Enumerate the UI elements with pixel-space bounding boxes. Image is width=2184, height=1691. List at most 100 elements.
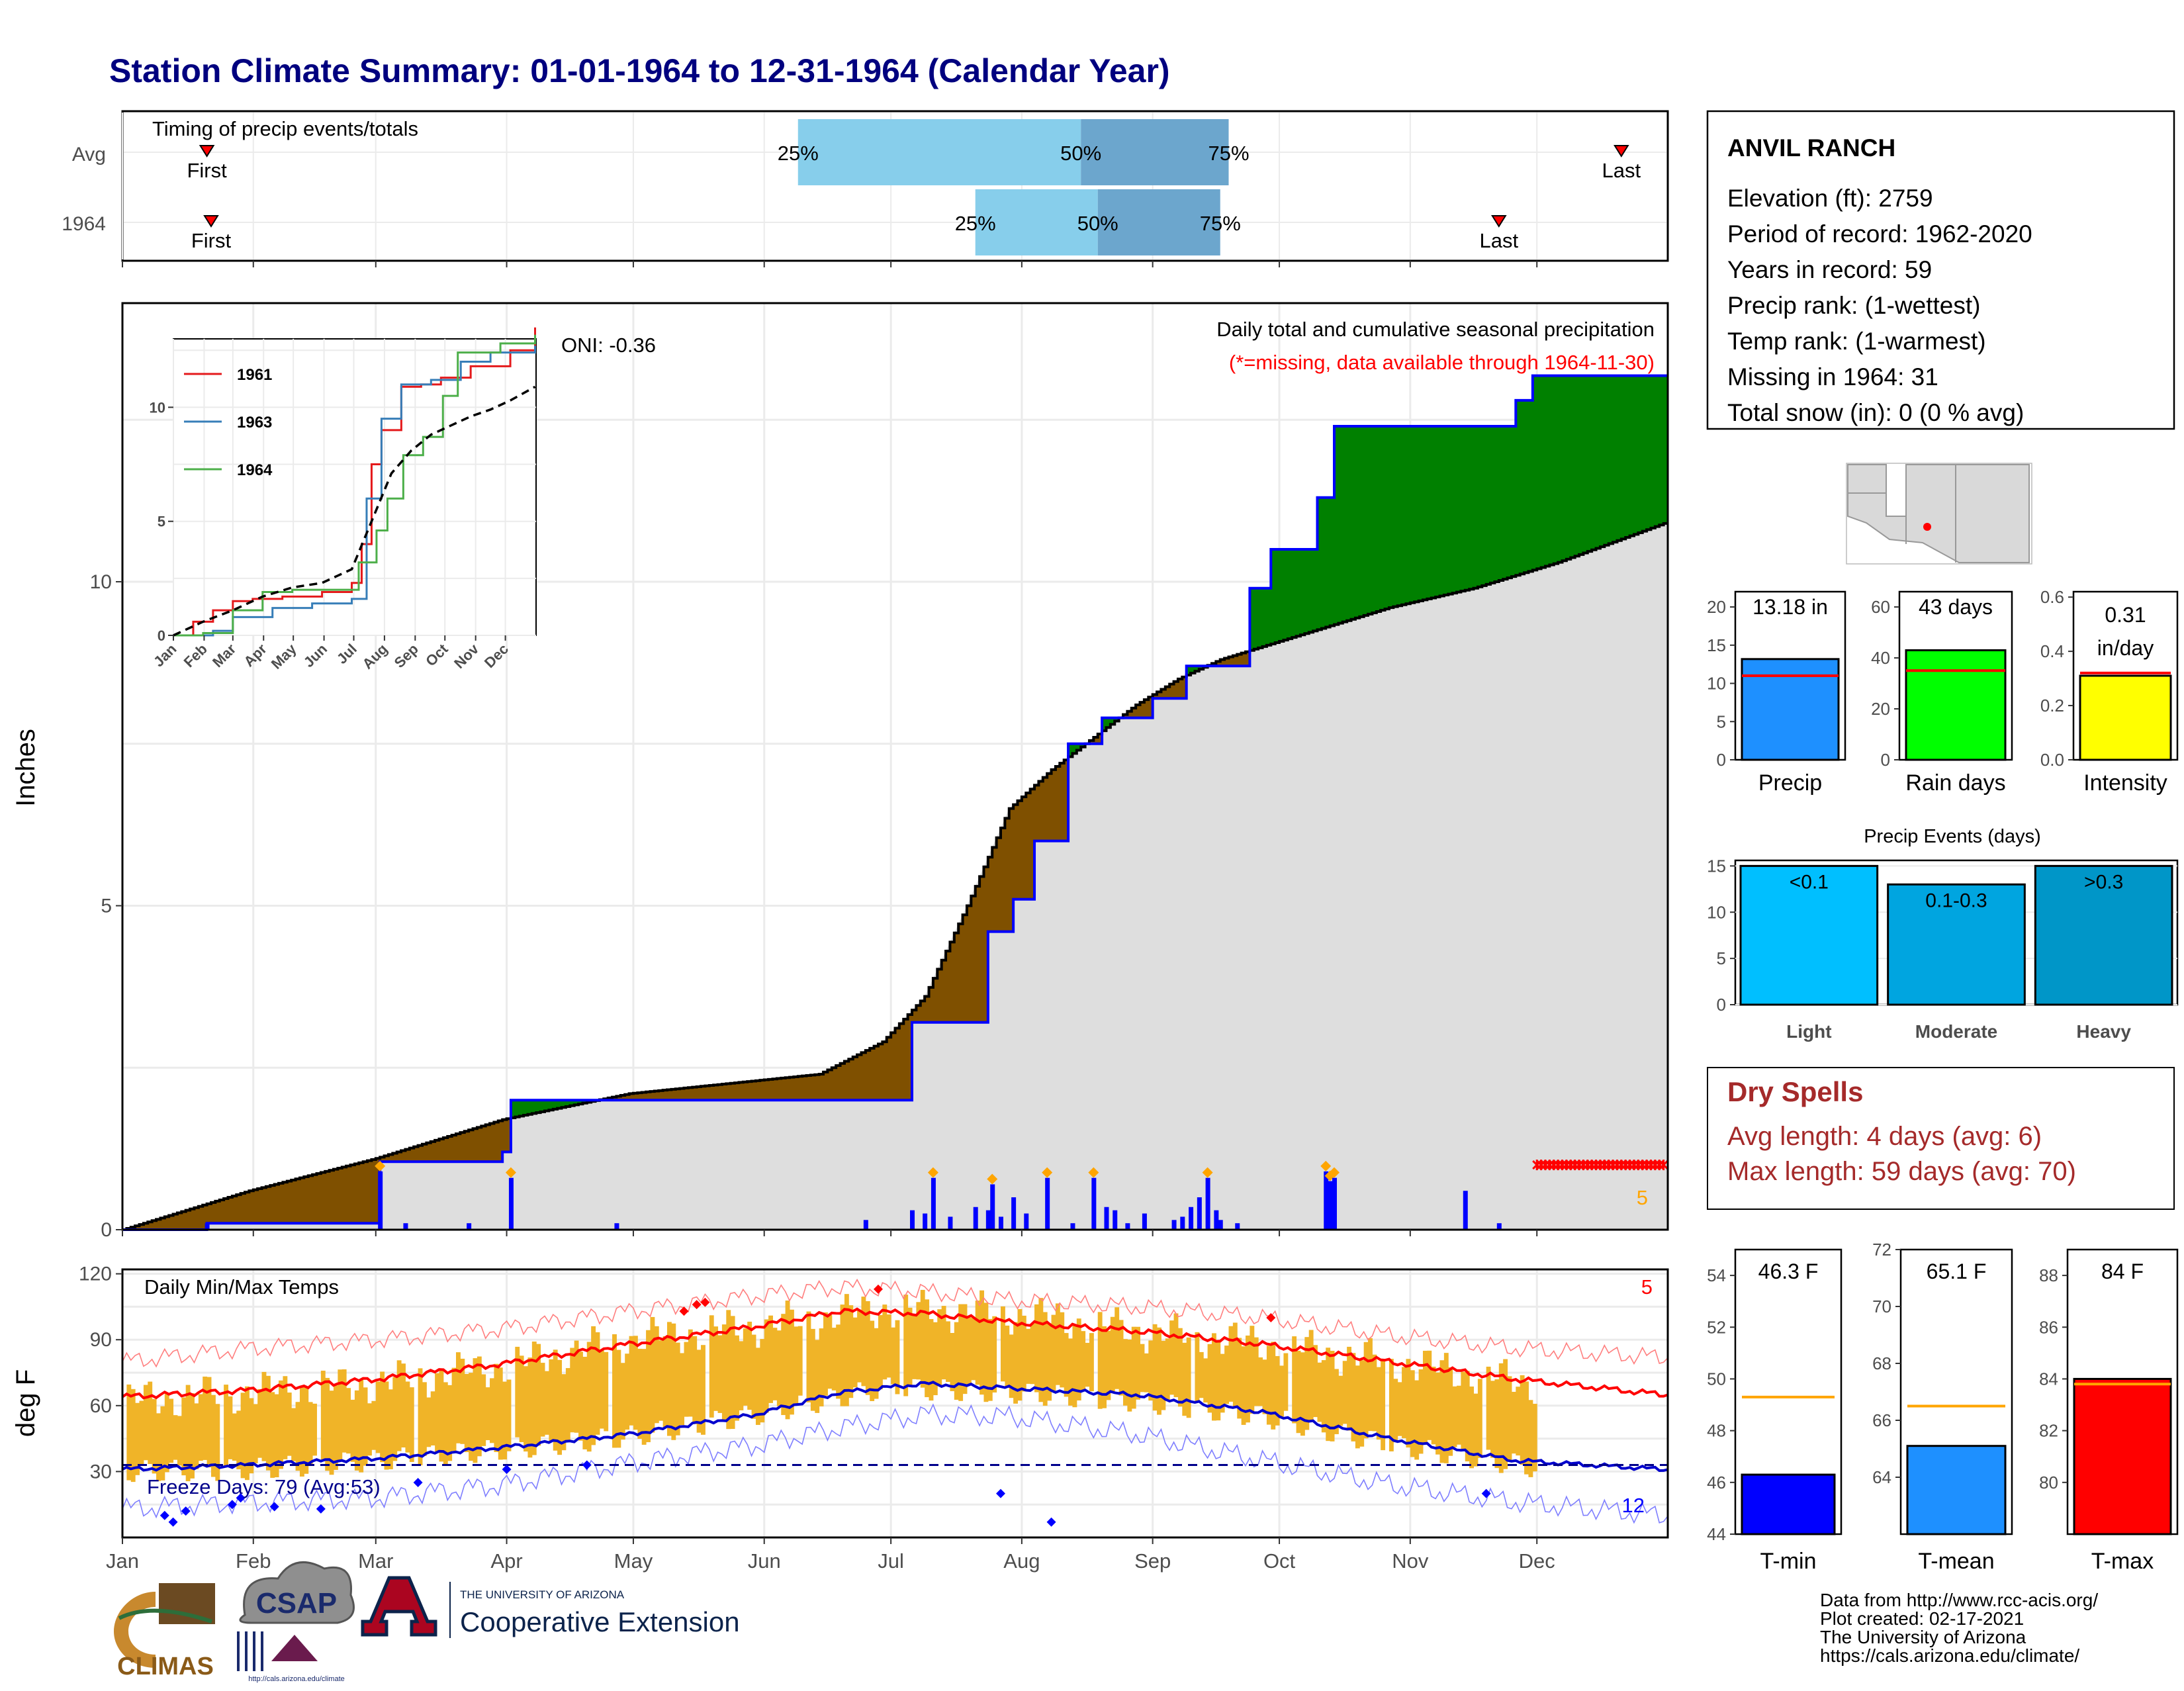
record-min-line [122, 1403, 1668, 1524]
temp-summary-label: T-min [1760, 1549, 1817, 1574]
temp-range-bar [557, 1359, 562, 1455]
temp-y-tick-label: 60 [90, 1395, 112, 1417]
avg-min-line [122, 1381, 1668, 1473]
temp-range-bar [388, 1389, 393, 1469]
timing-bar-25-50 [975, 189, 1098, 255]
temp-range-bar [456, 1352, 461, 1443]
daily-precip-bar [1197, 1197, 1202, 1230]
summary-y-tick-label: 0.2 [2040, 696, 2064, 715]
missing-day-marker [1659, 1160, 1668, 1171]
events-category-label: Light [1786, 1021, 1831, 1042]
temp-range-bar [1494, 1379, 1500, 1469]
temp-range-bar [1283, 1353, 1289, 1411]
temp-range-bar [1068, 1338, 1073, 1406]
temp-range-bar [1275, 1355, 1280, 1426]
temp-range-bar [1532, 1404, 1537, 1472]
temp-range-bar [599, 1349, 604, 1429]
temp-range-bar [1524, 1381, 1529, 1475]
timing-p25-label: 25% [955, 212, 996, 235]
summary-bar-label: Precip [1758, 770, 1822, 796]
temp-range-bar [1321, 1360, 1326, 1433]
temp-record-markers [159, 1284, 1491, 1527]
precip-y-ticks: 0 5 10 [90, 571, 1538, 1241]
temp-summary-y-tick-label: 54 [1707, 1265, 1726, 1285]
temp-range-bar [320, 1371, 326, 1462]
temp-range-bar [1266, 1346, 1271, 1425]
temp-range-bar [717, 1335, 723, 1413]
summary-value-text: 13.18 in [1752, 595, 1828, 619]
temp-range-bar [279, 1380, 283, 1469]
summary-bar-label: Intensity [2083, 770, 2167, 796]
temp-range-bar [637, 1348, 643, 1439]
temp-range-bar [1123, 1339, 1128, 1406]
temp-range-bar [810, 1328, 815, 1411]
temp-range-bar [469, 1373, 474, 1461]
temp-range-bar [1406, 1359, 1411, 1448]
temp-range-bar [1330, 1351, 1335, 1441]
temp-range-bar [1414, 1380, 1420, 1460]
temp-range-bar [925, 1299, 930, 1398]
temp-range-bar [1422, 1350, 1428, 1445]
temp-range-bar [1115, 1307, 1120, 1389]
temp-range-bar [287, 1393, 292, 1456]
temp-range-bar [1140, 1344, 1145, 1393]
temp-panel-frame [121, 1268, 1669, 1539]
temp-range-bar [831, 1328, 837, 1391]
temp-range-bar [1397, 1382, 1402, 1436]
events-category-label: Heavy [2076, 1021, 2131, 1042]
temp-summary-y-tick-label: 86 [2039, 1317, 2058, 1337]
temp-range-bar [224, 1385, 228, 1467]
temp-range-bar [240, 1393, 246, 1479]
month-tick-label: Jan [106, 1549, 139, 1573]
daily-precip-bar [931, 1177, 936, 1230]
precip-record-marker [505, 1167, 516, 1178]
precip-y-tick-label: 0 [101, 1219, 112, 1241]
inset-lines [173, 327, 537, 637]
temp-y-tick-label: 90 [90, 1329, 112, 1351]
temp-summary-y-tick-label: 48 [1707, 1421, 1726, 1441]
dry-spells-avg: Avg length: 4 days (avg: 6) [1727, 1122, 2042, 1151]
month-tick-label: Apr [490, 1549, 522, 1573]
below-avg-area [126, 651, 1250, 1230]
locator-map [1846, 463, 2032, 565]
temp-range-bar [553, 1349, 558, 1451]
month-tick-label: Nov [1392, 1549, 1429, 1573]
temp-range-bar [1388, 1359, 1394, 1451]
events-y-tick-label: 0 [1717, 995, 1726, 1015]
csap-cloud [239, 1561, 355, 1624]
temp-max-missing: 5 [1641, 1275, 1653, 1299]
daily-precip-bar [1125, 1223, 1130, 1230]
temp-range-bar [1097, 1312, 1103, 1409]
timing-last-label: Last [1602, 159, 1641, 182]
timing-p75-label: 75% [1200, 212, 1241, 235]
temp-range-bar [1220, 1353, 1225, 1413]
precip-y-label: Inches [11, 729, 40, 807]
temp-range-bar [946, 1321, 950, 1382]
temp-range-bar [1216, 1342, 1221, 1421]
summary-bar-charts: 0 5 10 15 20 13.18 in Precip 0 20 40 60 43 days Rain… [1707, 587, 2179, 796]
month-tick-label: May [614, 1549, 653, 1573]
temp-range-bar [666, 1322, 672, 1436]
temp-range-bar [1241, 1346, 1246, 1425]
temp-range-bar [1520, 1375, 1525, 1465]
temp-range-bar [1313, 1345, 1318, 1418]
temp-range-bar [646, 1330, 651, 1443]
timing-p50-label: 50% [1060, 142, 1101, 165]
timing-row-label-avg: Avg [72, 144, 106, 165]
temp-summary-label: T-max [2091, 1549, 2154, 1574]
temp-range-bar [1439, 1360, 1445, 1463]
station-detail-line: Precip rank: (1-wettest) [1727, 292, 1980, 319]
temp-range-bar [215, 1404, 220, 1481]
temp-range-bar [359, 1379, 364, 1473]
temp-range-bar [405, 1381, 410, 1453]
month-axis: Jan Feb Mar Apr May Jun Jul Aug Sep Oct Nov Dec [106, 1537, 1555, 1573]
temp-summary-y-tick-label: 44 [1707, 1524, 1726, 1544]
timing-p25-label: 25% [778, 142, 819, 165]
temp-range-bar [1030, 1324, 1035, 1385]
temp-range-bar [401, 1363, 406, 1448]
month-tick-label: Oct [1263, 1549, 1296, 1573]
inset-line-avg [173, 385, 536, 637]
climas-logo: CLIMAS [114, 1583, 215, 1680]
station-info-box: ANVIL RANCH Elevation (ft): 2759 Period o… [1706, 110, 2175, 430]
temp-summary-y-tick-label: 52 [1707, 1317, 1726, 1337]
